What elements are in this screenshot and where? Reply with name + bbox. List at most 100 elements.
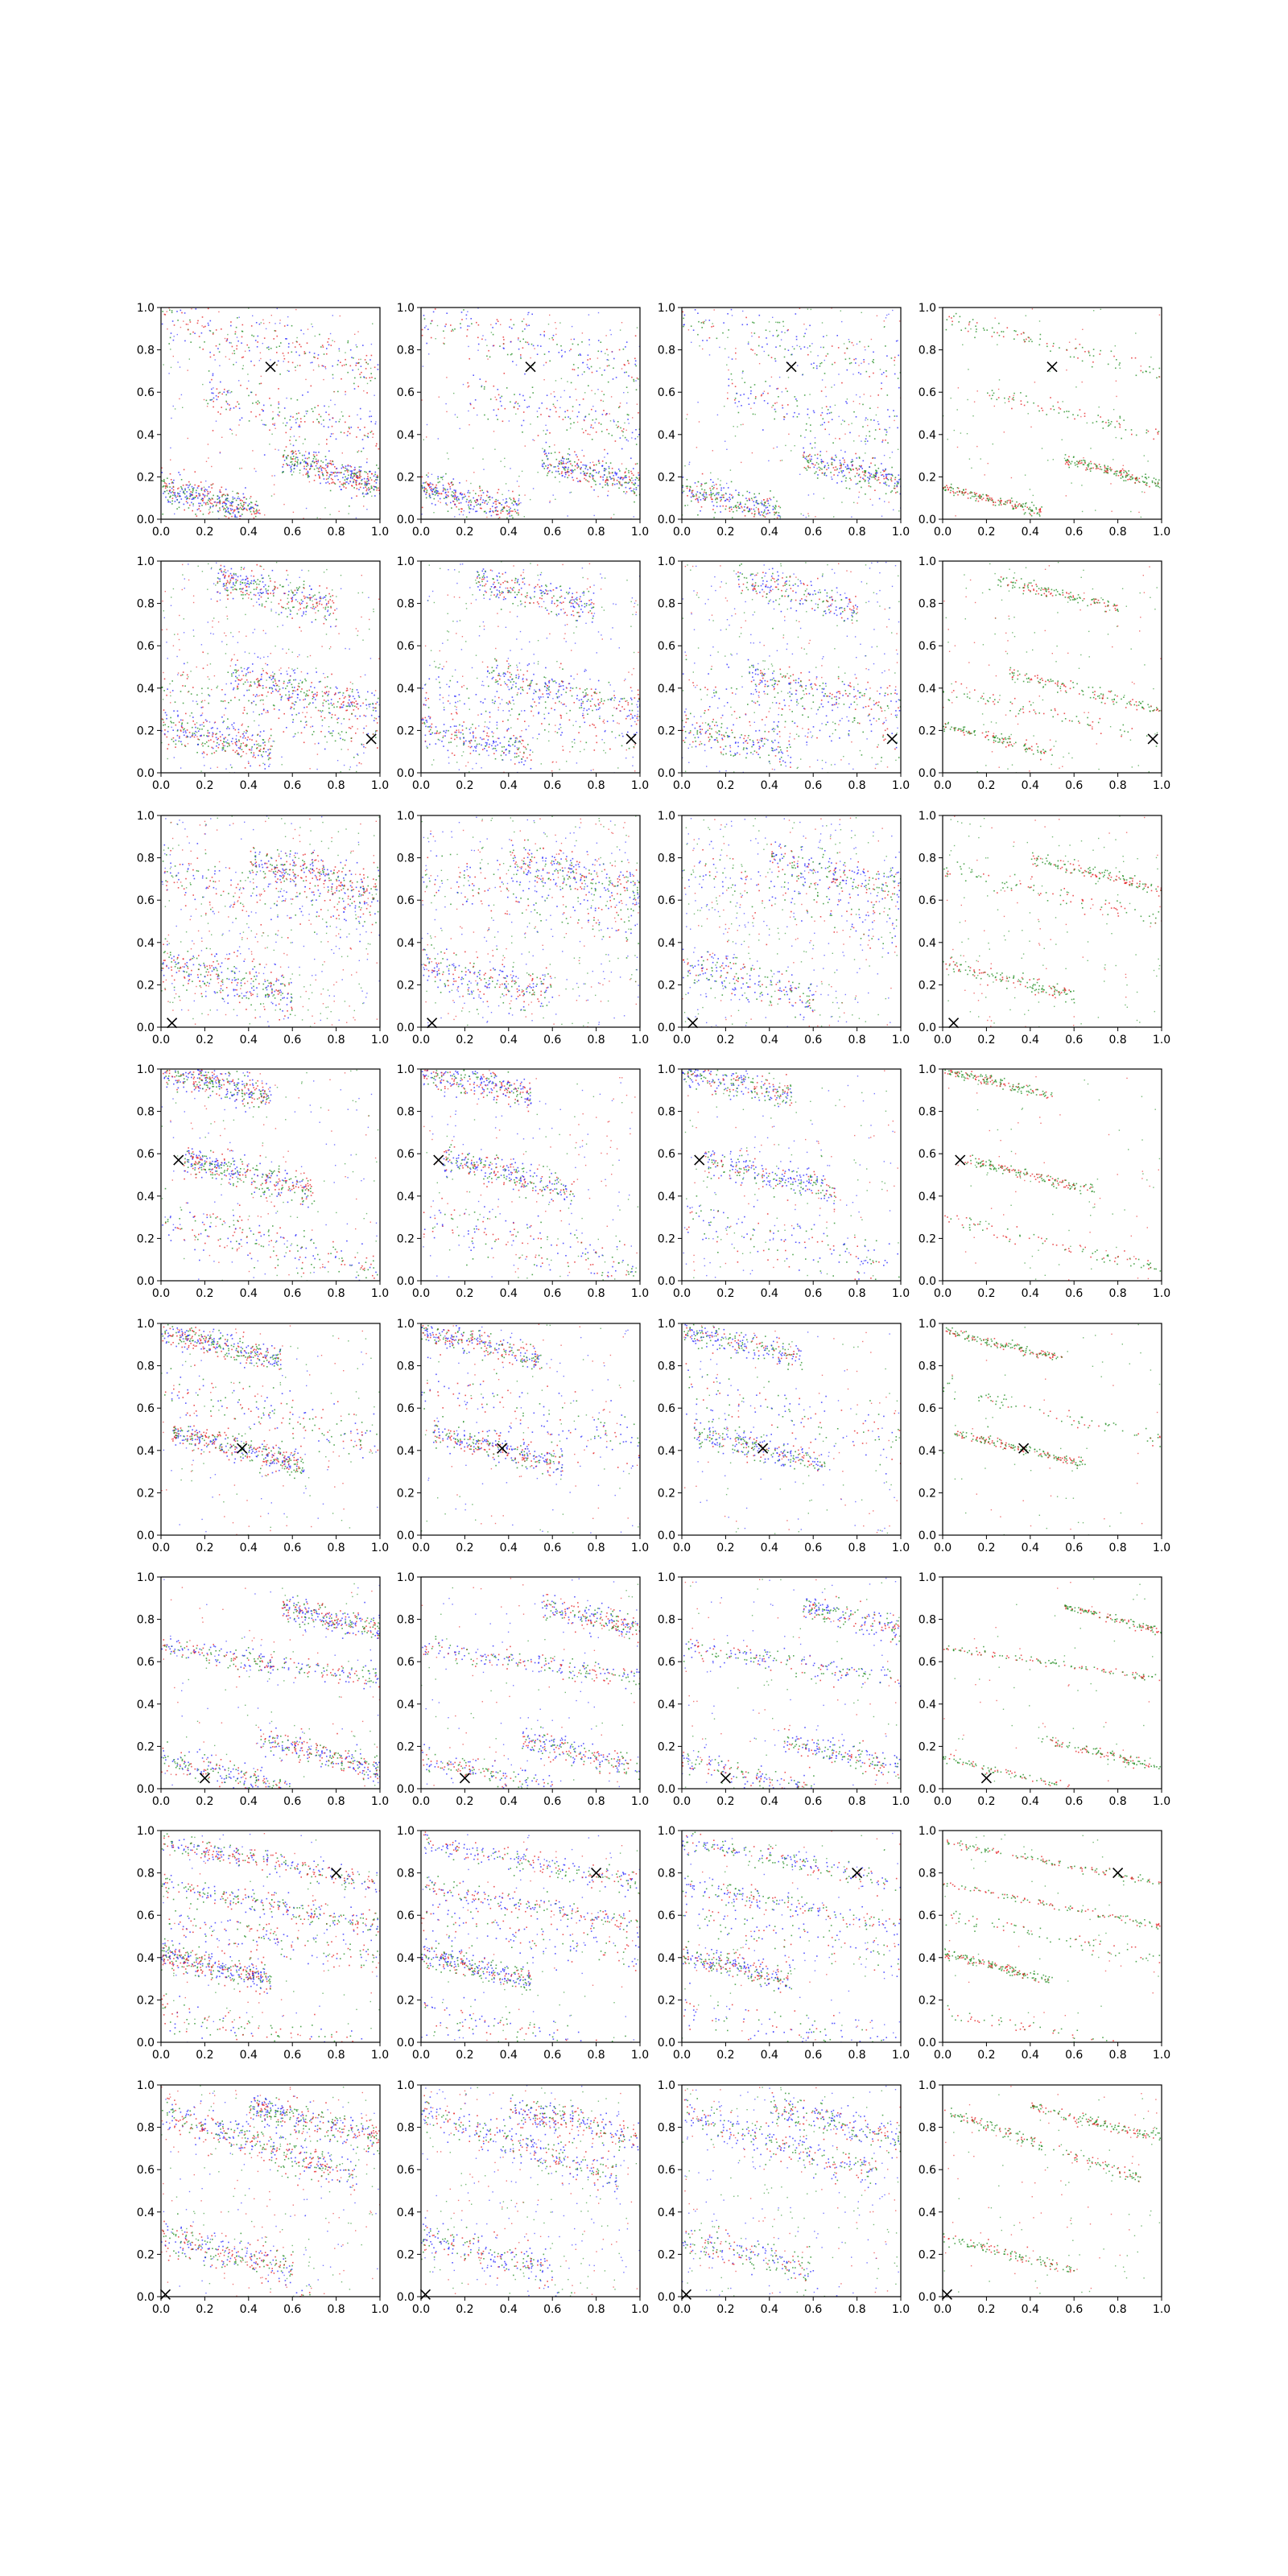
- scatter-point: [225, 572, 227, 574]
- scatter-point: [374, 423, 377, 425]
- scatter-point: [703, 493, 704, 495]
- scatter-point: [634, 360, 637, 362]
- scatter-point: [1052, 345, 1054, 347]
- scatter-point: [898, 386, 900, 389]
- scatter-point: [560, 461, 562, 464]
- scatter-point: [856, 457, 858, 459]
- scatter-point: [235, 588, 237, 590]
- scatter-point: [774, 360, 777, 362]
- scatter-point: [723, 322, 724, 324]
- scatter-point: [584, 416, 586, 418]
- scatter-point: [300, 329, 302, 332]
- scatter-point: [242, 502, 245, 504]
- scatter-point: [857, 474, 860, 477]
- scatter-point: [255, 740, 258, 742]
- scatter-point: [235, 580, 237, 583]
- scatter-point: [516, 512, 518, 514]
- scatter-point: [614, 440, 617, 442]
- scatter-point: [363, 376, 365, 378]
- scatter-point: [306, 605, 308, 608]
- scatter-point: [616, 483, 618, 485]
- scatter-point: [366, 458, 368, 460]
- y-tick-label: 0.0: [658, 514, 675, 526]
- scatter-point: [589, 462, 591, 464]
- scatter-point: [295, 351, 297, 353]
- scatter-point: [741, 324, 744, 326]
- scatter-point: [753, 516, 755, 518]
- scatter-point: [273, 595, 275, 597]
- scatter-point: [481, 507, 482, 510]
- scatter-point: [502, 343, 505, 345]
- scatter-point: [179, 502, 180, 503]
- scatter-point: [836, 456, 837, 458]
- scatter-point: [255, 402, 257, 403]
- scatter-point: [619, 329, 621, 331]
- scatter-point: [242, 331, 244, 332]
- scatter-point: [332, 460, 334, 463]
- scatter-point: [510, 353, 512, 356]
- scatter-point: [168, 373, 170, 374]
- scatter-point: [290, 610, 291, 612]
- scatter-point: [309, 469, 311, 470]
- scatter-point: [227, 671, 229, 673]
- scatter-point: [966, 433, 968, 435]
- scatter-point: [309, 597, 311, 599]
- scatter-point: [308, 585, 311, 587]
- scatter-point: [370, 415, 373, 417]
- scatter-point: [241, 342, 242, 344]
- scatter-point: [460, 510, 462, 513]
- scatter-point: [500, 510, 502, 512]
- scatter-point: [352, 473, 353, 474]
- y-tick-label: 0.6: [658, 386, 675, 399]
- scatter-point: [487, 497, 489, 498]
- scatter-point: [301, 681, 303, 683]
- scatter-point: [774, 511, 775, 514]
- scatter-point: [522, 431, 523, 433]
- scatter-point: [692, 329, 695, 331]
- scatter-points: [421, 308, 640, 519]
- scatter-point: [570, 338, 572, 341]
- scatter-point: [749, 508, 750, 510]
- scatter-point: [307, 462, 308, 464]
- scatter-point: [737, 493, 739, 496]
- scatter-point: [268, 753, 270, 756]
- scatter-point: [226, 594, 229, 597]
- scatter-point: [212, 373, 214, 375]
- scatter-point: [223, 565, 225, 568]
- scatter-point: [1105, 470, 1107, 472]
- scatter-point: [351, 712, 353, 715]
- scatter-point: [298, 426, 299, 427]
- scatter-point: [209, 320, 212, 322]
- scatter-point: [712, 450, 713, 452]
- scatter-point: [317, 709, 320, 712]
- scatter-point: [367, 477, 369, 480]
- scatter-point: [1069, 356, 1071, 358]
- scatter-point: [331, 473, 332, 476]
- scatter-point: [346, 689, 349, 691]
- scatter-point: [218, 343, 221, 345]
- scatter-point: [511, 353, 513, 355]
- scatter-point: [215, 420, 217, 422]
- scatter-point: [247, 667, 249, 669]
- scatter-point: [489, 398, 492, 400]
- scatter-point: [785, 387, 787, 390]
- scatter-point: [1121, 475, 1124, 477]
- scatter-point: [624, 481, 625, 484]
- scatter-point: [967, 398, 968, 401]
- scatter-point: [611, 351, 613, 353]
- scatter-point: [244, 350, 246, 352]
- scatter-point: [349, 427, 350, 430]
- scatter-point: [342, 415, 344, 417]
- scatter-point: [435, 504, 436, 506]
- scatter-point: [834, 469, 836, 471]
- scatter-point: [260, 357, 262, 360]
- scatter-point: [172, 729, 174, 731]
- scatter-point: [219, 502, 221, 503]
- scatter-point: [300, 691, 302, 692]
- scatter-point: [467, 325, 469, 327]
- scatter-point: [283, 503, 285, 506]
- scatter-point: [240, 515, 242, 517]
- scatter-point: [180, 725, 183, 727]
- scatter-point: [715, 498, 716, 501]
- scatter-point: [510, 510, 512, 512]
